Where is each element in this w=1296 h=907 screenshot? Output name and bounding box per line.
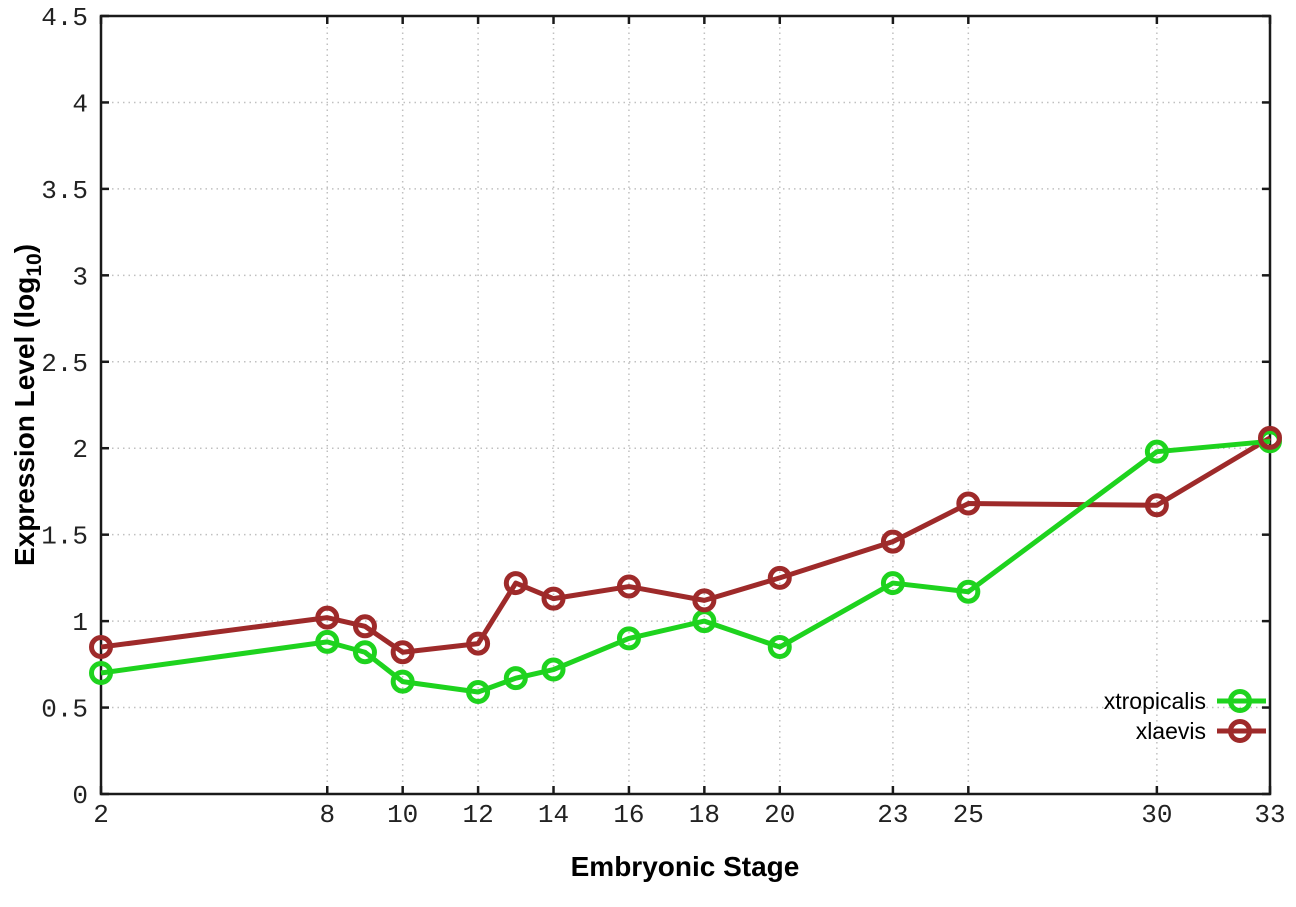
legend-label-xlaevis: xlaevis — [1136, 718, 1206, 744]
legend-entry-xlaevis: xlaevis — [1136, 718, 1266, 744]
legend-label-xtropicalis: xtropicalis — [1104, 688, 1206, 714]
x-tick-label: 8 — [319, 800, 335, 830]
series-line-xtropicalis — [100, 438, 1271, 695]
data-point-xlaevis — [390, 640, 415, 665]
x-tick-label: 16 — [613, 800, 644, 830]
y-tick-label: 2.5 — [41, 349, 88, 379]
data-point-xlaevis — [692, 588, 717, 613]
gridlines — [101, 16, 1270, 794]
data-point-xtropicalis — [315, 629, 340, 654]
x-tick-label: 33 — [1254, 800, 1285, 830]
data-point-xtropicalis — [466, 679, 491, 704]
y-tick-label: 0.5 — [41, 695, 88, 725]
y-axis-tick-labels: 0 0.5 1 1.5 2 2.5 3 3.5 4 4.5 — [41, 3, 88, 811]
data-point-xtropicalis — [767, 635, 792, 660]
x-tick-label: 10 — [387, 800, 418, 830]
data-point-xlaevis — [352, 614, 377, 639]
data-point-xlaevis — [315, 605, 340, 630]
x-tick-label: 14 — [538, 800, 569, 830]
x-axis-tick-labels: 2 8 10 12 14 16 18 20 23 25 30 33 — [93, 800, 1285, 830]
data-point-xtropicalis — [352, 640, 377, 665]
series-lines — [100, 435, 1272, 695]
data-point-xtropicalis — [390, 669, 415, 694]
data-point-xlaevis — [767, 565, 792, 590]
legend-marker-circle-red — [1228, 719, 1252, 743]
data-point-xlaevis — [541, 586, 566, 611]
y-tick-label: 4.5 — [41, 3, 88, 33]
data-point-xlaevis — [616, 574, 641, 599]
data-point-xtropicalis — [541, 657, 566, 682]
data-point-xlaevis — [956, 491, 981, 516]
data-point-xlaevis — [880, 529, 905, 554]
data-point-xlaevis — [1258, 425, 1282, 450]
y-axis-title-main: Expression Level (log — [9, 277, 40, 566]
data-point-xtropicalis — [616, 626, 641, 651]
x-tick-label: 20 — [764, 800, 795, 830]
legend: xtropicalis xlaevis — [1104, 688, 1266, 744]
data-point-xtropicalis — [89, 660, 113, 685]
data-point-xlaevis — [89, 635, 113, 660]
y-tick-label: 2 — [72, 435, 88, 465]
x-tick-label: 25 — [953, 800, 984, 830]
y-axis-title: Expression Level (log10) — [9, 244, 46, 566]
data-point-xlaevis — [1144, 493, 1169, 518]
x-axis-title: Embryonic Stage — [571, 851, 800, 882]
y-tick-label: 4 — [72, 89, 88, 119]
y-tick-label: 0 — [72, 781, 88, 811]
series-line-xlaevis — [100, 435, 1272, 655]
data-point-xtropicalis — [956, 579, 981, 604]
legend-entry-xtropicalis: xtropicalis — [1104, 688, 1266, 714]
data-point-xtropicalis — [880, 571, 905, 596]
x-tick-label: 12 — [462, 800, 493, 830]
plot-border — [99, 14, 1272, 796]
data-point-xtropicalis — [1144, 439, 1169, 464]
y-axis-title-subscript: 10 — [23, 253, 46, 276]
data-point-xlaevis — [503, 571, 528, 596]
x-tick-label: 30 — [1141, 800, 1172, 830]
y-tick-label: 3 — [72, 262, 88, 292]
x-tick-label: 18 — [689, 800, 720, 830]
x-tick-label: 23 — [877, 800, 908, 830]
y-tick-label: 1 — [72, 608, 88, 638]
axis-ticks — [99, 14, 1272, 796]
x-tick-label: 2 — [93, 800, 109, 830]
y-tick-label: 3.5 — [41, 176, 88, 206]
data-point-xlaevis — [466, 631, 491, 656]
legend-marker-circle-green — [1228, 689, 1252, 713]
data-point-xtropicalis — [503, 666, 528, 691]
y-tick-label: 1.5 — [41, 522, 88, 552]
y-axis-title-close: ) — [9, 244, 40, 253]
series-markers — [89, 425, 1282, 704]
